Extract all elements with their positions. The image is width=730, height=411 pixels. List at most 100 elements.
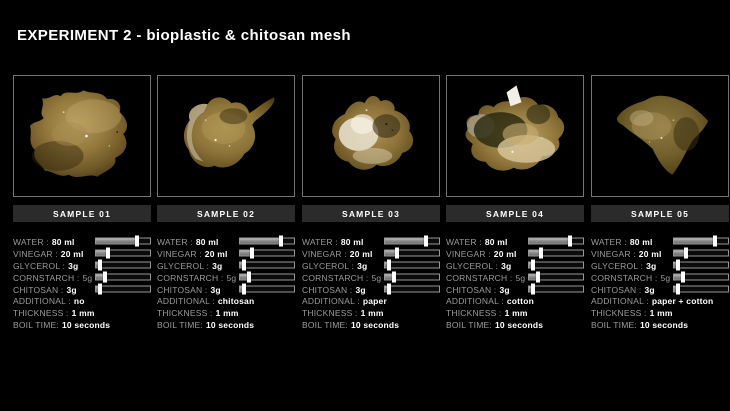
slider-cornstarch[interactable]: [673, 271, 729, 283]
param-row-water: WATER :80 ml: [591, 235, 729, 247]
param-label: WATER :: [157, 237, 193, 247]
slider-vinegar[interactable]: [95, 247, 151, 259]
param-label: CORNSTARCH :: [302, 272, 369, 283]
slider-handle[interactable]: [279, 235, 284, 247]
slider-handle[interactable]: [249, 247, 254, 259]
slider-handle[interactable]: [568, 235, 573, 247]
param-row-chitosan: CHITOSAN :3g: [446, 283, 584, 295]
slider-fill: [96, 286, 101, 291]
slider-glycerol[interactable]: [528, 259, 584, 271]
slider-fill: [529, 274, 539, 280]
slider-handle[interactable]: [424, 235, 429, 247]
slider-handle[interactable]: [105, 247, 110, 259]
param-row-boil-time: BOIL TIME: 10 seconds: [13, 318, 151, 330]
param-value: cotton: [506, 296, 534, 307]
slider-cornstarch[interactable]: [95, 271, 151, 283]
slider-water[interactable]: [95, 235, 151, 247]
slider-cornstarch[interactable]: [384, 271, 440, 283]
slider-handle[interactable]: [392, 271, 397, 283]
param-value: 20 ml: [638, 248, 662, 259]
slider-water[interactable]: [673, 235, 729, 247]
sample-params: WATER :80 ml VINEGAR :20 ml GLYCEROL :3g: [302, 235, 440, 330]
slider-vinegar[interactable]: [528, 247, 584, 259]
param-label: BOIL TIME:: [591, 320, 637, 331]
slider-vinegar[interactable]: [239, 247, 295, 259]
param-label: BOIL TIME:: [446, 320, 492, 331]
slider-cornstarch[interactable]: [239, 271, 295, 283]
slider-chitosan[interactable]: [528, 283, 584, 294]
slider-handle[interactable]: [242, 283, 247, 294]
slider-cornstarch[interactable]: [528, 271, 584, 283]
slider-handle[interactable]: [536, 271, 541, 283]
param-label: CORNSTARCH :: [13, 272, 80, 283]
slider-fill: [96, 238, 138, 244]
param-row-water: WATER :80 ml: [157, 235, 295, 247]
slider-handle[interactable]: [681, 271, 686, 283]
slider-chitosan[interactable]: [239, 283, 295, 294]
slider-chitosan[interactable]: [673, 283, 729, 294]
param-label: VINEGAR :: [13, 248, 58, 259]
sample-photo-frame: [157, 75, 295, 197]
slider-fill: [240, 238, 282, 244]
slider-handle[interactable]: [387, 259, 392, 271]
param-row-glycerol: GLYCEROL :3g: [446, 259, 584, 271]
slider-handle[interactable]: [247, 271, 252, 283]
slider-vinegar[interactable]: [384, 247, 440, 259]
slider-fill: [529, 250, 541, 256]
param-row-vinegar: VINEGAR :20 ml: [591, 247, 729, 259]
sample-params: WATER :80 ml VINEGAR :20 ml GLYCEROL :3g: [446, 235, 584, 330]
slider-fill: [240, 274, 250, 280]
slider-fill: [529, 286, 534, 291]
slider-handle[interactable]: [538, 247, 543, 259]
param-value: 1 mm: [504, 308, 528, 319]
slider-fill: [240, 262, 245, 268]
param-value: 1 mm: [215, 308, 239, 319]
param-label: CORNSTARCH :: [157, 272, 224, 283]
param-label: BOIL TIME:: [157, 320, 203, 331]
param-value: 3g: [68, 260, 79, 271]
slide-title: EXPERIMENT 2 - bioplastic & chitosan mes…: [17, 27, 351, 44]
param-row-water: WATER :80 ml: [302, 235, 440, 247]
slider-handle[interactable]: [394, 247, 399, 259]
param-value: paper: [362, 296, 387, 307]
param-row-chitosan: CHITOSAN :3g: [302, 283, 440, 295]
param-value: 3g: [355, 284, 366, 295]
slider-handle[interactable]: [98, 283, 103, 294]
param-value: 10 seconds: [61, 320, 111, 331]
param-row-vinegar: VINEGAR :20 ml: [302, 247, 440, 259]
slider-handle[interactable]: [98, 259, 103, 271]
bioplastic-sample-image: [183, 97, 275, 168]
slider-fill: [385, 286, 390, 291]
param-label: VINEGAR :: [446, 248, 491, 259]
slider-glycerol[interactable]: [95, 259, 151, 271]
param-value: 3g: [212, 260, 223, 271]
param-value: 3g: [210, 284, 221, 295]
slider-handle[interactable]: [135, 235, 140, 247]
slider-vinegar[interactable]: [673, 247, 729, 259]
slider-water[interactable]: [384, 235, 440, 247]
param-value: 5g: [515, 272, 526, 283]
slider-chitosan[interactable]: [95, 283, 151, 294]
slider-glycerol[interactable]: [673, 259, 729, 271]
sample-params: WATER :80 ml VINEGAR :20 ml GLYCEROL :3g: [157, 235, 295, 330]
slider-handle[interactable]: [103, 271, 108, 283]
param-label: WATER :: [302, 237, 338, 247]
slider-handle[interactable]: [683, 247, 688, 259]
param-label: CORNSTARCH :: [591, 272, 658, 283]
slider-handle[interactable]: [713, 235, 718, 247]
slider-glycerol[interactable]: [239, 259, 295, 271]
slider-handle[interactable]: [531, 283, 536, 294]
slider-handle[interactable]: [242, 259, 247, 271]
slider-glycerol[interactable]: [384, 259, 440, 271]
param-row-cornstarch: CORNSTARCH :5g: [302, 271, 440, 283]
param-value: 80 ml: [195, 237, 219, 247]
slider-handle[interactable]: [531, 259, 536, 271]
slider-chitosan[interactable]: [384, 283, 440, 294]
param-value: no: [73, 296, 85, 307]
slider-water[interactable]: [239, 235, 295, 247]
slider-water[interactable]: [528, 235, 584, 247]
slider-handle[interactable]: [676, 283, 681, 294]
param-label: CHITOSAN :: [157, 284, 208, 295]
slider-handle[interactable]: [676, 259, 681, 271]
slider-handle[interactable]: [387, 283, 392, 294]
